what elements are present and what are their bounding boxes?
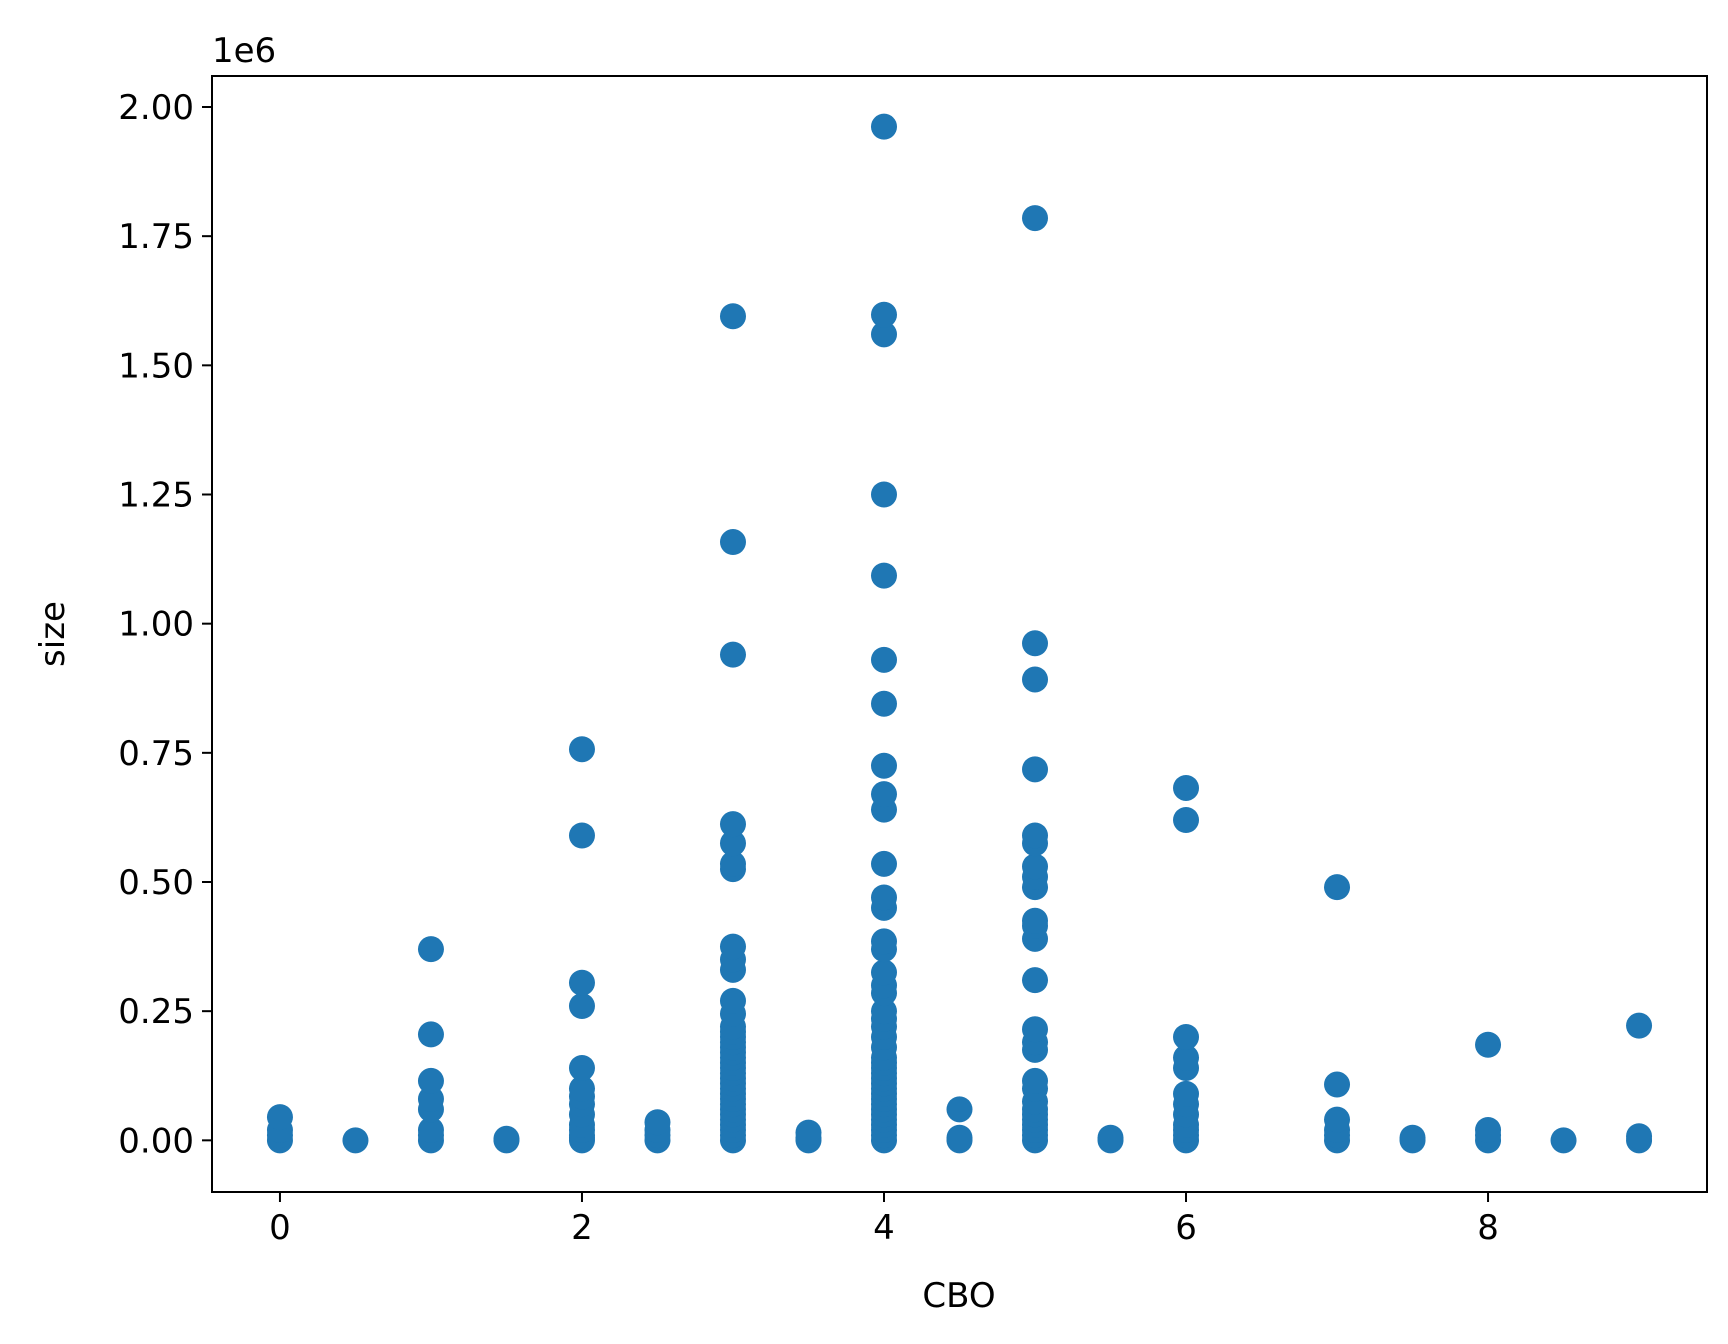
x-tick-label: 8 xyxy=(1477,1208,1499,1248)
data-point xyxy=(1022,666,1049,693)
y-tick-label: 0.75 xyxy=(118,734,194,774)
data-point xyxy=(870,321,897,348)
plot-area-frame xyxy=(211,75,1708,1193)
x-tick-label: 4 xyxy=(873,1208,895,1248)
data-point xyxy=(870,928,897,955)
data-point xyxy=(568,993,595,1019)
data-point xyxy=(568,1075,595,1102)
data-point xyxy=(644,1109,671,1136)
data-point xyxy=(870,562,897,589)
y-tick-label: 0.00 xyxy=(118,1121,194,1161)
data-point xyxy=(417,1086,444,1112)
data-point xyxy=(1626,1123,1653,1150)
data-point xyxy=(1022,822,1049,849)
data-point xyxy=(1022,853,1049,880)
data-point xyxy=(870,959,897,986)
data-point xyxy=(266,1104,293,1131)
data-point xyxy=(1022,1067,1049,1094)
data-point xyxy=(1475,1117,1502,1143)
data-point xyxy=(1022,756,1049,783)
y-tick-label: 1.25 xyxy=(118,476,194,516)
data-point xyxy=(1173,1080,1200,1107)
data-point xyxy=(1022,1016,1049,1043)
data-point xyxy=(1626,1012,1653,1039)
data-point xyxy=(719,303,746,330)
data-point xyxy=(1022,907,1049,934)
data-point xyxy=(417,1021,444,1048)
data-point xyxy=(568,1055,595,1081)
data-point xyxy=(417,1117,444,1143)
data-point xyxy=(493,1125,520,1152)
data-point xyxy=(870,481,897,508)
data-point xyxy=(946,1124,973,1151)
x-axis: 0 2 4 6 8 xyxy=(269,1192,1499,1248)
data-point xyxy=(870,998,897,1025)
x-axis-label: CBO xyxy=(922,1276,995,1316)
data-point xyxy=(1475,1031,1502,1058)
y-tick-label: 1.75 xyxy=(118,217,194,257)
data-point xyxy=(870,850,897,877)
data-point xyxy=(870,690,897,717)
data-point xyxy=(1022,205,1049,232)
data-point xyxy=(1324,1071,1351,1098)
data-point xyxy=(1022,630,1049,657)
data-point xyxy=(342,1127,369,1154)
data-point xyxy=(1097,1124,1124,1151)
data-point xyxy=(1173,1044,1200,1071)
y-tick-label: 2.00 xyxy=(118,88,194,128)
data-point xyxy=(870,781,897,808)
x-tick-label: 0 xyxy=(269,1208,291,1248)
data-point xyxy=(1399,1124,1426,1151)
data-point xyxy=(417,936,444,963)
data-point xyxy=(1550,1127,1577,1154)
data-point xyxy=(870,113,897,140)
data-point xyxy=(719,850,746,877)
data-point xyxy=(870,884,897,911)
data-point xyxy=(719,811,746,838)
y-tick-label: 1.50 xyxy=(118,346,194,386)
data-point xyxy=(568,969,595,996)
points-layer xyxy=(266,113,1653,1154)
y-axis-label: size xyxy=(33,601,73,667)
y-scale-label: 1e6 xyxy=(212,31,276,71)
data-point xyxy=(870,646,897,673)
data-point xyxy=(946,1096,973,1123)
data-point xyxy=(719,529,746,556)
data-point xyxy=(1173,774,1200,801)
data-point xyxy=(719,830,746,857)
y-tick-label: 0.50 xyxy=(118,863,194,903)
data-point xyxy=(870,752,897,779)
data-point xyxy=(719,641,746,668)
data-point xyxy=(1324,1106,1351,1133)
data-point xyxy=(1022,967,1049,994)
data-point xyxy=(568,736,595,763)
data-point xyxy=(795,1119,822,1146)
data-point xyxy=(1173,807,1200,833)
y-axis: 0.00 0.25 0.50 0.75 1.00 1.25 1.50 1.75 2.00 xyxy=(118,88,212,1161)
data-point xyxy=(1173,1024,1200,1050)
data-point xyxy=(870,301,897,328)
y-tick-label: 1.00 xyxy=(118,605,194,645)
data-point xyxy=(417,1067,444,1094)
data-point xyxy=(719,933,746,960)
data-point xyxy=(1324,874,1351,901)
x-tick-label: 2 xyxy=(571,1208,593,1248)
data-point xyxy=(568,822,595,849)
y-tick-label: 0.25 xyxy=(118,992,194,1032)
data-point xyxy=(719,987,746,1014)
x-tick-label: 6 xyxy=(1175,1208,1197,1248)
